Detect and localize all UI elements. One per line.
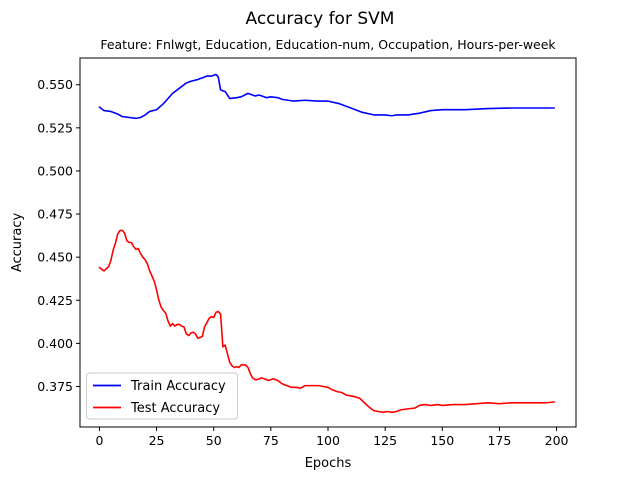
x-tick-label: 200 <box>545 433 569 448</box>
train-accuracy-line <box>98 73 556 120</box>
plot-area <box>79 57 577 428</box>
y-tick-label: 0.400 <box>37 336 73 351</box>
x-tick-label: 125 <box>373 433 397 448</box>
y-tick-label: 0.375 <box>37 379 73 394</box>
y-axis: 0.375 0.400 0.425 0.450 0.475 0.500 0.525 0.550 <box>37 77 80 394</box>
legend-label-test: Test Accuracy <box>130 401 220 416</box>
x-tick-label: 0 <box>95 433 103 448</box>
legend-label-train: Train Accuracy <box>130 379 226 394</box>
chart-subtitle: Feature: Fnlwgt, Education, Education-nu… <box>100 37 556 52</box>
x-tick-label: 150 <box>430 433 454 448</box>
y-tick-label: 0.500 <box>37 163 73 178</box>
legend: Train Accuracy Test Accuracy <box>86 372 238 420</box>
test-accuracy-line <box>98 229 556 414</box>
x-axis-label: Epochs <box>305 456 352 471</box>
y-tick-label: 0.450 <box>37 250 73 265</box>
y-axis-label: Accuracy <box>10 213 25 273</box>
legend-box <box>86 372 238 420</box>
y-tick-label: 0.425 <box>37 293 73 308</box>
series-layer <box>98 73 556 414</box>
x-tick-label: 50 <box>206 433 222 448</box>
x-tick-label: 175 <box>487 433 511 448</box>
y-tick-label: 0.550 <box>37 77 73 92</box>
chart-title: Accuracy for SVM <box>246 9 395 29</box>
x-tick-label: 25 <box>149 433 165 448</box>
y-tick-label: 0.525 <box>37 120 73 135</box>
x-tick-label: 75 <box>263 433 279 448</box>
x-tick-label: 100 <box>316 433 340 448</box>
x-axis: 0 25 50 75 100 125 150 175 200 <box>95 427 569 448</box>
y-tick-label: 0.475 <box>37 207 73 222</box>
